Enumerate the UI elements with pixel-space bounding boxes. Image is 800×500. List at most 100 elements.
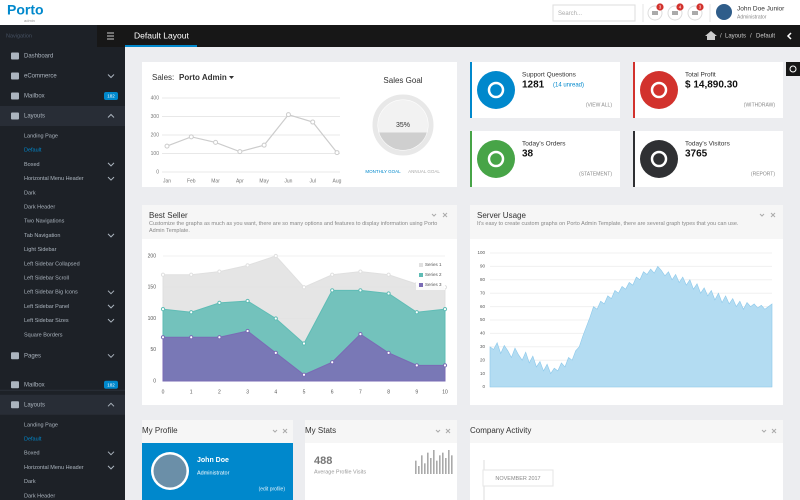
- notification-badge: [656, 3, 664, 11]
- goal-tab[interactable]: ANNUAL GOAL: [408, 169, 440, 174]
- sparkline-bar: [427, 452, 429, 474]
- card-title: Company Activity: [470, 426, 531, 435]
- sidebar-subitem[interactable]: Left Sidebar Panel: [24, 304, 69, 310]
- widget-title: Support Questions: [522, 72, 577, 79]
- series-point: [160, 272, 166, 277]
- widget-action[interactable]: (REPORT): [751, 171, 775, 177]
- card-actions[interactable]: [435, 428, 451, 434]
- widget-glyph: [487, 150, 505, 168]
- sidebar-item[interactable]: Layouts: [24, 114, 45, 120]
- series-point: [386, 350, 391, 355]
- series-point: [358, 269, 363, 274]
- stats-label: Average Profile Visits: [314, 469, 366, 475]
- sales-label: Sales:: [152, 73, 174, 82]
- search-box[interactable]: [552, 4, 636, 22]
- card-actions[interactable]: [761, 428, 777, 434]
- sidebar-badge: [104, 380, 118, 389]
- collapse-icon[interactable]: [786, 32, 792, 40]
- sidebar-item[interactable]: Dashboard: [24, 54, 53, 60]
- sidebar-subitem[interactable]: Boxed: [24, 162, 40, 168]
- notification-count: 3: [659, 4, 662, 9]
- breadcrumb-separator: /: [720, 34, 722, 40]
- user-avatar[interactable]: [716, 4, 732, 20]
- sidebar-subitem[interactable]: Dark: [24, 190, 36, 196]
- user-name[interactable]: John Doe Junior: [737, 6, 785, 13]
- x-tick-label: 7: [359, 389, 362, 395]
- sidebar-badge-count: 182: [107, 382, 115, 387]
- series-point: [245, 328, 250, 334]
- sidebar-item[interactable]: Layouts: [24, 402, 45, 408]
- widget-action[interactable]: (VIEW ALL): [586, 102, 612, 108]
- x-tick-label: Jul: [310, 178, 316, 184]
- widget-icon: [640, 140, 678, 178]
- sidebar-subitem[interactable]: Light Sidebar: [24, 247, 57, 253]
- sales-selector[interactable]: Porto Admin: [179, 73, 227, 82]
- card-header: [142, 420, 293, 443]
- x-tick-label: Jan: [163, 178, 171, 184]
- widget-action[interactable]: (WITHDRAW): [744, 102, 776, 108]
- widget-action[interactable]: (STATEMENT): [579, 171, 612, 177]
- chevron: [107, 304, 115, 309]
- breadcrumb-item[interactable]: Default: [756, 34, 775, 40]
- sidebar-item[interactable]: Mailbox: [24, 382, 45, 388]
- series-point: [301, 341, 307, 346]
- sidebar-icon: [11, 52, 19, 60]
- sidebar-subitem[interactable]: Tab Navigation: [24, 233, 60, 239]
- card-actions[interactable]: [431, 212, 448, 218]
- widget-glyph: [650, 81, 668, 99]
- x-tick-label: 4: [274, 389, 277, 395]
- sidebar-subitem[interactable]: Default: [24, 148, 42, 154]
- sidebar-item[interactable]: Pages: [24, 353, 41, 359]
- home-icon[interactable]: [705, 31, 717, 40]
- sidebar-subitem[interactable]: Left Sidebar Scroll: [24, 275, 69, 281]
- legend-label: Series 1: [425, 262, 442, 267]
- widget-value: 1281: [522, 80, 545, 91]
- y-tick-label: 0: [156, 169, 159, 175]
- series-point: [245, 298, 250, 304]
- sidebar-subitem[interactable]: Square Borders: [24, 332, 63, 338]
- sidebar-icon: [11, 72, 19, 80]
- logo[interactable]: Porto: [7, 2, 44, 18]
- page-header: [125, 25, 800, 47]
- sidebar-subitem[interactable]: Horizontal Menu Header: [24, 465, 84, 471]
- legend-swatch: [419, 263, 423, 267]
- widget-icon: [640, 71, 678, 109]
- sidebar-subitem[interactable]: Dark Header: [24, 493, 55, 499]
- profile-link[interactable]: (edit profile): [259, 486, 286, 492]
- sparkline-bar: [421, 455, 423, 474]
- sidebar-item[interactable]: Mailbox: [24, 94, 45, 100]
- card-description: It's easy to create custom graphs on Por…: [477, 221, 738, 227]
- sidebar-subitem[interactable]: Landing Page: [24, 422, 58, 428]
- sidebar-subitem[interactable]: Dark Header: [24, 204, 55, 210]
- goal-tab[interactable]: MONTHLY GOAL: [365, 169, 401, 174]
- sidebar-subitem[interactable]: Two Navigations: [24, 219, 65, 225]
- sidebar-subitem[interactable]: Left Sidebar Sizes: [24, 318, 69, 324]
- sparkline-bar: [451, 455, 453, 474]
- sidebar-subitem[interactable]: Landing Page: [24, 133, 58, 139]
- sidebar-subitem[interactable]: Dark: [24, 479, 36, 485]
- sidebar-subitem[interactable]: Left Sidebar Collapsed: [24, 261, 80, 267]
- sidebar-subitem[interactable]: Horizontal Menu Header: [24, 176, 84, 182]
- x-tick-label: 9: [415, 389, 418, 395]
- series-point: [217, 335, 222, 340]
- profile-role: Administrator: [197, 470, 230, 476]
- settings-tab[interactable]: [786, 62, 800, 76]
- x-tick-label: 0: [162, 389, 165, 395]
- sidebar-item[interactable]: eCommerce: [24, 74, 57, 80]
- sidebar-subitem[interactable]: Left Sidebar Big Icons: [24, 290, 78, 296]
- sidebar-icon: [11, 112, 19, 120]
- sparkline-bar: [418, 466, 420, 474]
- series-point: [358, 288, 363, 293]
- card-actions[interactable]: [272, 428, 288, 434]
- sidebar-subitem[interactable]: Default: [24, 436, 42, 442]
- notification-glyph: [692, 11, 698, 15]
- chevron: [107, 233, 115, 238]
- y-tick-label: 150: [148, 285, 157, 291]
- widget-icon: [477, 140, 515, 178]
- sidebar-subitem[interactable]: Boxed: [24, 451, 40, 457]
- chevron: [107, 113, 115, 118]
- breadcrumb-item[interactable]: Layouts: [725, 34, 746, 40]
- description-text: Customize the graphs as much as you want…: [149, 221, 438, 234]
- series-point: [160, 307, 166, 312]
- card-actions[interactable]: [759, 212, 776, 218]
